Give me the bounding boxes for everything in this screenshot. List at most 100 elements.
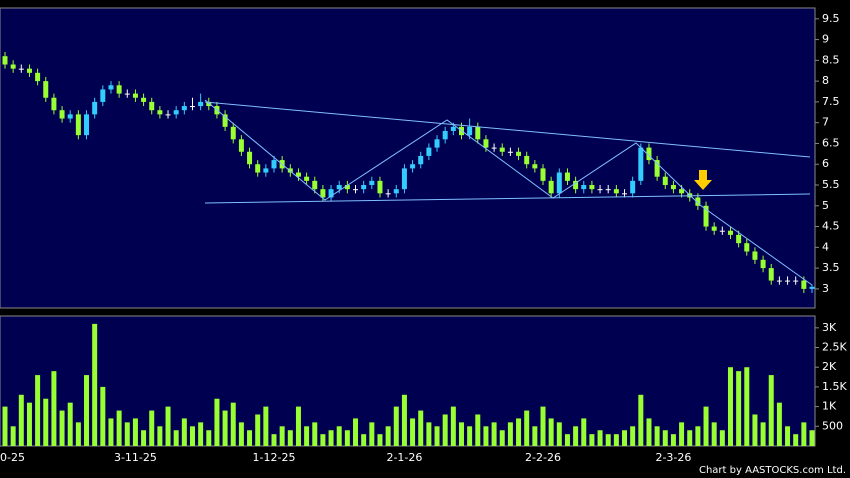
candle-body	[630, 180, 636, 194]
volume-bar	[516, 418, 522, 446]
volume-bar	[483, 426, 489, 446]
trend-lines	[204, 99, 813, 286]
candle-body	[597, 189, 603, 191]
candle-body	[801, 280, 807, 289]
candle-body	[507, 151, 513, 153]
candle-body	[736, 234, 742, 244]
volume-bar	[736, 371, 742, 446]
y-tick-label: 6	[822, 157, 829, 170]
volume-bar	[10, 426, 16, 446]
volume-bar	[157, 426, 163, 446]
candle-body	[654, 160, 660, 177]
candle-body	[189, 106, 195, 108]
volume-bar	[418, 410, 424, 446]
volume-bar	[181, 418, 187, 446]
candle-body	[344, 185, 350, 190]
candle-body	[271, 160, 277, 169]
candle-body	[548, 180, 554, 194]
candle-body	[556, 172, 562, 194]
candle-body	[719, 230, 725, 232]
volume-bar	[793, 434, 799, 446]
y-tick-label: 8.5	[822, 53, 840, 66]
candle-body	[18, 68, 24, 70]
candle-body	[165, 114, 171, 116]
volume-bar	[703, 406, 709, 446]
volume-bar	[100, 386, 106, 446]
volume-bar	[67, 402, 73, 446]
volume-bar	[679, 422, 685, 446]
volume-bar	[377, 434, 383, 446]
volume-bar	[475, 414, 481, 446]
volume-bar	[719, 430, 725, 446]
volume-bar	[75, 422, 81, 446]
candle-body	[573, 180, 579, 190]
volume-bar	[393, 406, 399, 446]
marks	[2, 52, 815, 446]
y-tick-label: 4.5	[822, 220, 840, 233]
candle-body	[776, 280, 782, 282]
volume-bar	[165, 406, 171, 446]
volume-bar	[662, 430, 668, 446]
candle-body	[43, 81, 49, 98]
footer: Chart by AASTOCKS.com Ltd.	[699, 465, 846, 476]
volume-tick-label: 2K	[822, 360, 837, 373]
candle-body	[336, 185, 342, 190]
volume-bar	[295, 406, 301, 446]
candle-body	[662, 176, 668, 186]
candle-body	[116, 85, 122, 94]
y-tick-label: 9	[822, 33, 829, 46]
candle-body	[255, 164, 261, 173]
volume-bar	[695, 426, 701, 446]
candle-body	[540, 168, 546, 181]
candle-body	[670, 185, 676, 190]
volume-bar	[401, 394, 407, 446]
volume-bar	[320, 434, 326, 446]
candle-body	[206, 101, 212, 107]
candle-body	[312, 180, 318, 190]
volume-bar	[801, 422, 807, 446]
candle-body	[10, 64, 16, 69]
volume-bar	[622, 430, 628, 446]
candle-body	[491, 147, 497, 149]
candle-body	[2, 56, 8, 65]
candle-body	[711, 226, 717, 231]
candle-body	[198, 101, 204, 107]
candle-body	[222, 114, 228, 127]
volume-bar	[108, 418, 114, 446]
candle-body	[92, 101, 98, 115]
candle-body	[524, 155, 530, 165]
volume-bar	[597, 430, 603, 446]
volume-bar	[35, 375, 41, 446]
volume-bar	[198, 422, 204, 446]
candle-body	[141, 97, 147, 102]
volume-bar	[613, 434, 619, 446]
candle-body	[768, 268, 774, 281]
candle-body	[393, 189, 399, 194]
arrow	[694, 170, 712, 190]
candle-body	[51, 97, 57, 111]
candle-body	[785, 280, 791, 282]
candle-body	[499, 147, 505, 152]
volume-panel	[0, 315, 816, 447]
candle-body	[100, 89, 106, 102]
candle-body	[638, 147, 644, 181]
candle-body	[418, 155, 424, 165]
x-tick-label: 2-2-26	[525, 451, 561, 464]
candle-body	[410, 164, 416, 169]
price-panel	[0, 7, 816, 309]
candle-body	[793, 280, 799, 282]
y-tick-label: 8	[822, 74, 829, 87]
candle-body	[361, 185, 367, 190]
volume-bar	[410, 418, 416, 446]
y-tick-label: 3.5	[822, 261, 840, 274]
volume-tick-label: 1K	[822, 400, 837, 413]
volume-bar	[18, 394, 24, 446]
candle-body	[622, 193, 628, 195]
volume-bar	[646, 418, 652, 446]
candle-body	[679, 189, 685, 194]
volume-bar	[654, 426, 660, 446]
volume-bar	[304, 426, 310, 446]
candle-body	[84, 114, 90, 136]
candle-body	[132, 93, 138, 98]
